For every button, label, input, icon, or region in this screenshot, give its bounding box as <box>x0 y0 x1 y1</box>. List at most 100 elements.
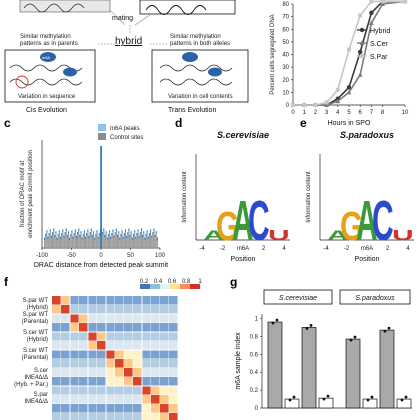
control-bar <box>94 240 96 248</box>
heatmap-cell <box>106 368 115 377</box>
peak-bar <box>54 234 56 238</box>
scale-bar-segment <box>169 284 171 289</box>
replicate-dot <box>387 326 391 330</box>
legend-label: S.Cer <box>370 41 389 48</box>
peak-bar <box>80 231 82 234</box>
heatmap-cell <box>169 332 178 341</box>
x-tick-label: 1 <box>303 110 307 116</box>
parent-dna-left-wave <box>23 3 85 13</box>
heatmap-cell <box>79 377 88 386</box>
control-bar <box>145 236 147 248</box>
peak-bar <box>75 235 78 239</box>
scale-bar-segment <box>167 284 169 289</box>
control-bar <box>79 237 81 248</box>
scale-tick-label: 1 <box>198 279 202 285</box>
peak-bar <box>110 236 112 240</box>
peak-bar <box>61 233 63 236</box>
peak-bar <box>128 228 130 231</box>
logo-letter: U <box>392 227 414 243</box>
control-bar <box>72 239 74 248</box>
heatmap-cell <box>142 350 151 359</box>
heatmap-cell <box>133 413 142 420</box>
heatmap-cell <box>160 368 169 377</box>
control-bar <box>124 231 127 248</box>
heatmap-cell <box>52 323 61 332</box>
scale-tick-label: 0.6 <box>168 279 177 285</box>
peak-bar <box>85 236 87 240</box>
x-tick-label: 7 <box>370 110 374 116</box>
peak-bar <box>96 230 98 233</box>
row-label: IME4Δ/Δ <box>24 399 48 405</box>
control-bar <box>115 231 117 248</box>
peak-bar <box>138 235 140 239</box>
heatmap-cell <box>142 395 151 404</box>
heatmap-cell <box>115 404 124 413</box>
heatmap-cell <box>169 413 178 420</box>
data-point <box>346 89 352 95</box>
scale-bar-segment <box>197 284 199 289</box>
legend-label: S.Par <box>370 54 388 61</box>
heatmap-cell <box>88 350 97 359</box>
peak-bar <box>53 228 55 231</box>
panel-f-heatmap: 0.2 0.4 0.6 0.8 1S.par WT(Hybrid)S.par WT(Pa… <box>14 279 202 420</box>
heatmap-cell <box>115 413 124 420</box>
heatmap-cell <box>133 323 142 332</box>
trans-dna-bottom <box>159 78 233 86</box>
heatmap-cell <box>70 404 79 413</box>
control-bar <box>98 235 100 248</box>
scale-bar-segment <box>190 284 192 289</box>
peak-bar <box>139 232 141 235</box>
x-tick-label: 4 <box>282 246 286 252</box>
peak-bar <box>55 231 57 234</box>
heatmap-cell <box>97 359 106 368</box>
control-bar <box>48 235 50 248</box>
replicate-dot <box>275 318 279 322</box>
control-bar <box>90 231 92 248</box>
trans-protein-bottom <box>208 67 222 77</box>
control-bar <box>44 240 46 248</box>
peak-bar <box>121 230 123 233</box>
heatmap-cell <box>169 323 178 332</box>
heatmap-cell <box>70 413 79 420</box>
heatmap-cell <box>169 314 178 323</box>
scale-bar-segment <box>165 284 167 289</box>
heatmap-cell <box>124 341 133 350</box>
x-tick-label: 100 <box>155 253 166 259</box>
heatmap-cell <box>124 323 133 332</box>
control-bar <box>106 240 108 248</box>
heatmap-cell <box>169 386 178 395</box>
peak-bar <box>46 230 48 233</box>
peak-bar <box>57 233 59 237</box>
peak-bar <box>70 233 72 237</box>
bar <box>345 338 361 409</box>
control-bar <box>134 232 136 248</box>
control-bar <box>86 235 88 248</box>
peak-bar <box>45 233 47 237</box>
mating-arrow-left <box>109 9 126 26</box>
heatmap-cell <box>52 404 61 413</box>
x-tick-label: -100 <box>36 253 49 259</box>
control-bar <box>138 238 140 248</box>
heatmap-cell <box>52 341 61 350</box>
scale-bar-segment <box>151 284 153 289</box>
logo-letter: G <box>340 204 363 249</box>
peak-bar <box>124 229 127 232</box>
heatmap-cell <box>106 296 115 305</box>
heatmap-cell <box>124 314 133 323</box>
heatmap-cell <box>160 350 169 359</box>
heatmap-cell <box>52 332 61 341</box>
heatmap-cell <box>115 332 124 341</box>
summit-spike-bar <box>100 146 102 248</box>
peak-bar <box>129 234 131 238</box>
control-bar <box>139 234 141 248</box>
heatmap-cell <box>106 341 115 350</box>
heatmap-cell <box>88 404 97 413</box>
data-point <box>324 100 329 105</box>
control-bar <box>91 237 93 248</box>
scale-bar-segment <box>160 284 162 289</box>
scale-bar-segment <box>143 284 145 289</box>
heatmap-cell <box>52 296 61 305</box>
heatmap-cell <box>61 305 70 314</box>
heatmap-cell <box>115 386 124 395</box>
parent-dna-right-wave <box>145 5 207 15</box>
